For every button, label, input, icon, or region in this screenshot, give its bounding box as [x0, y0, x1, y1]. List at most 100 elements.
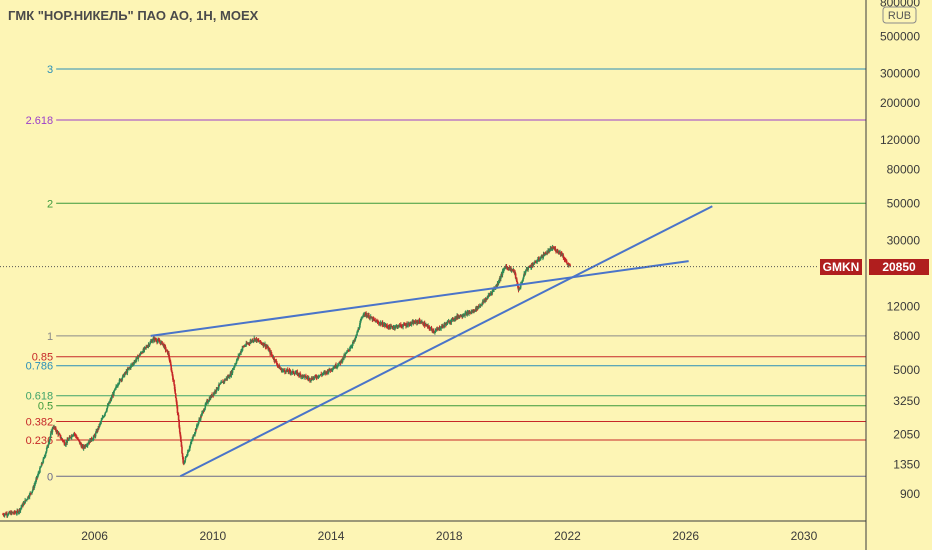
candle-body	[207, 401, 210, 402]
candle-body	[413, 321, 416, 323]
candle-body	[410, 322, 412, 325]
candle-body	[169, 361, 172, 366]
candle-body	[530, 267, 532, 269]
candle-body	[392, 327, 395, 329]
candle-body	[350, 346, 352, 349]
candle-body	[365, 313, 367, 316]
candle-body	[399, 324, 402, 328]
candle-body	[445, 322, 448, 326]
lower-trendline[interactable]	[179, 205, 713, 478]
candle-body	[94, 433, 97, 437]
candle-body	[87, 443, 90, 445]
candle-body	[137, 356, 140, 360]
candle-body	[16, 510, 19, 512]
candle-body	[430, 327, 433, 330]
candle-body	[188, 449, 190, 452]
candle-body	[285, 370, 287, 373]
candle-body	[382, 324, 385, 326]
candle-body	[540, 256, 543, 258]
fib-level-label: 0.618	[26, 391, 54, 403]
candle-body	[344, 353, 347, 355]
candle-body	[517, 284, 519, 288]
candle-body	[198, 419, 200, 423]
candle-body	[539, 259, 541, 261]
candle-body	[523, 273, 525, 277]
candle-body	[228, 375, 230, 378]
chart-title: ГМК "НОР.НИКЕЛЬ" ПАО АО, 1Н, MOEX	[8, 8, 259, 23]
candle-body	[232, 367, 235, 370]
x-tick-label: 2010	[199, 529, 226, 543]
candle-body	[563, 257, 565, 259]
candle-body	[145, 346, 148, 348]
candle-body	[498, 280, 500, 283]
candle-body	[177, 414, 180, 421]
candle-body	[106, 405, 109, 409]
candle-body	[199, 415, 202, 420]
candle-body	[492, 289, 495, 291]
candle-body	[436, 329, 439, 330]
candle-body	[46, 445, 49, 448]
candle-body	[542, 256, 544, 258]
candle-body	[279, 368, 282, 370]
currency-label: RUB	[888, 10, 911, 22]
candle-body	[502, 269, 505, 271]
candle-body	[31, 491, 33, 494]
candle-body	[532, 264, 535, 267]
candle-body	[235, 360, 238, 364]
candle-body	[157, 339, 160, 341]
candle-body	[355, 335, 358, 337]
candle-body	[372, 318, 375, 320]
candle-body	[266, 346, 269, 348]
candle-body	[284, 370, 286, 373]
candle-body	[242, 346, 244, 349]
candle-body	[149, 342, 151, 345]
candle-body	[16, 510, 18, 514]
candle-body	[86, 443, 89, 446]
candle-body	[314, 375, 317, 377]
candle-body	[278, 364, 280, 369]
candle-body	[281, 370, 284, 372]
candle-body	[360, 317, 363, 320]
candle-body	[12, 513, 15, 514]
candle-body	[173, 384, 176, 390]
candle-body	[234, 364, 236, 367]
candle-body	[170, 365, 172, 371]
candle-body	[92, 437, 95, 440]
candle-body	[315, 377, 318, 379]
candle-body	[466, 312, 469, 316]
candle-body	[152, 338, 154, 341]
candle-body	[91, 439, 94, 441]
candle-body	[282, 370, 284, 371]
candle-body	[364, 312, 366, 315]
trend-lines[interactable]	[150, 205, 713, 478]
candle-body	[566, 262, 569, 265]
candle-body	[518, 288, 521, 290]
candle-body	[339, 361, 341, 363]
candle-body	[283, 369, 286, 371]
candle-body	[42, 458, 45, 463]
candle-body	[418, 319, 420, 324]
candle-body	[292, 370, 295, 374]
upper-trendline[interactable]	[150, 260, 689, 337]
candle-body	[519, 287, 521, 289]
candle-body	[126, 369, 129, 373]
x-tick-label: 2030	[791, 529, 818, 543]
currency-badge[interactable]: RUB	[882, 6, 917, 24]
candle-body	[169, 360, 171, 362]
candle-body	[149, 341, 152, 343]
candle-body	[315, 376, 317, 378]
candle-body	[252, 340, 255, 341]
candle-body	[496, 285, 498, 287]
candle-body	[343, 355, 345, 359]
candle-body	[249, 341, 252, 344]
candle-body	[565, 261, 568, 263]
candle-body	[525, 269, 528, 271]
candle-body	[62, 440, 65, 442]
candle-body	[52, 427, 55, 429]
candle-body	[43, 457, 45, 459]
candle-body	[489, 293, 492, 295]
candle-body	[166, 350, 169, 355]
candle-body	[154, 338, 157, 340]
